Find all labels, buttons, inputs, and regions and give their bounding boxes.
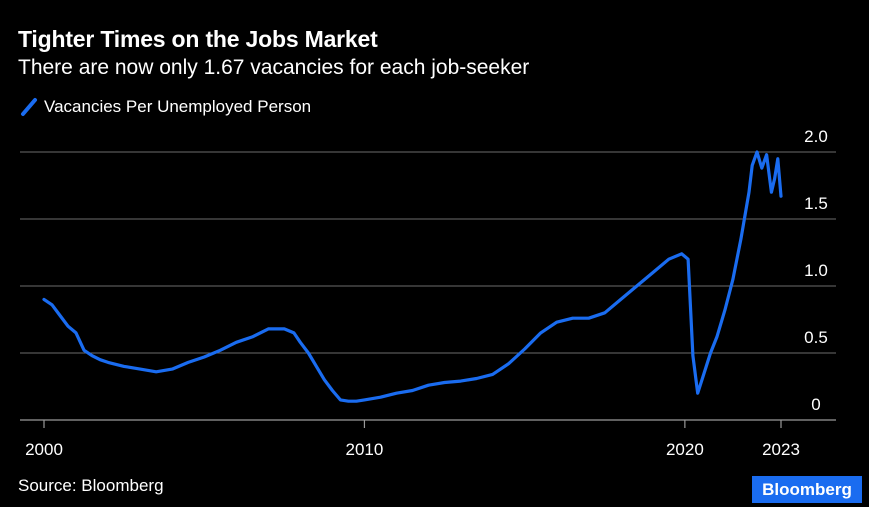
y-tick-label: 1.0 (804, 261, 828, 280)
y-tick-label: 0.5 (804, 328, 828, 347)
grid-lines (20, 151, 836, 421)
legend-label: Vacancies Per Unemployed Person (44, 97, 312, 116)
chart-title: Tighter Times on the Jobs Market (18, 26, 378, 52)
x-axis-ticks: 2000 2010 2020 2023 (25, 420, 800, 459)
x-tick-label: 2023 (762, 440, 800, 459)
chart-subtitle: There are now only 1.67 vacancies for ea… (18, 56, 530, 79)
y-tick-label: 0 (811, 395, 820, 414)
y-axis-ticks: 0 0.5 1.0 1.5 2.0 (804, 127, 828, 414)
source-note: Source: Bloomberg (18, 476, 164, 495)
y-tick-label: 1.5 (804, 194, 828, 213)
y-tick-label: 2.0 (804, 127, 828, 146)
legend: Vacancies Per Unemployed Person (20, 97, 311, 117)
bloomberg-logo: Bloomberg (752, 476, 862, 503)
series-layer (42, 150, 783, 403)
x-tick-label: 2000 (25, 440, 63, 459)
series-line (42, 150, 783, 403)
x-tick-label: 2020 (666, 440, 704, 459)
legend-swatch-icon (21, 98, 37, 116)
x-tick-label: 2010 (346, 440, 384, 459)
